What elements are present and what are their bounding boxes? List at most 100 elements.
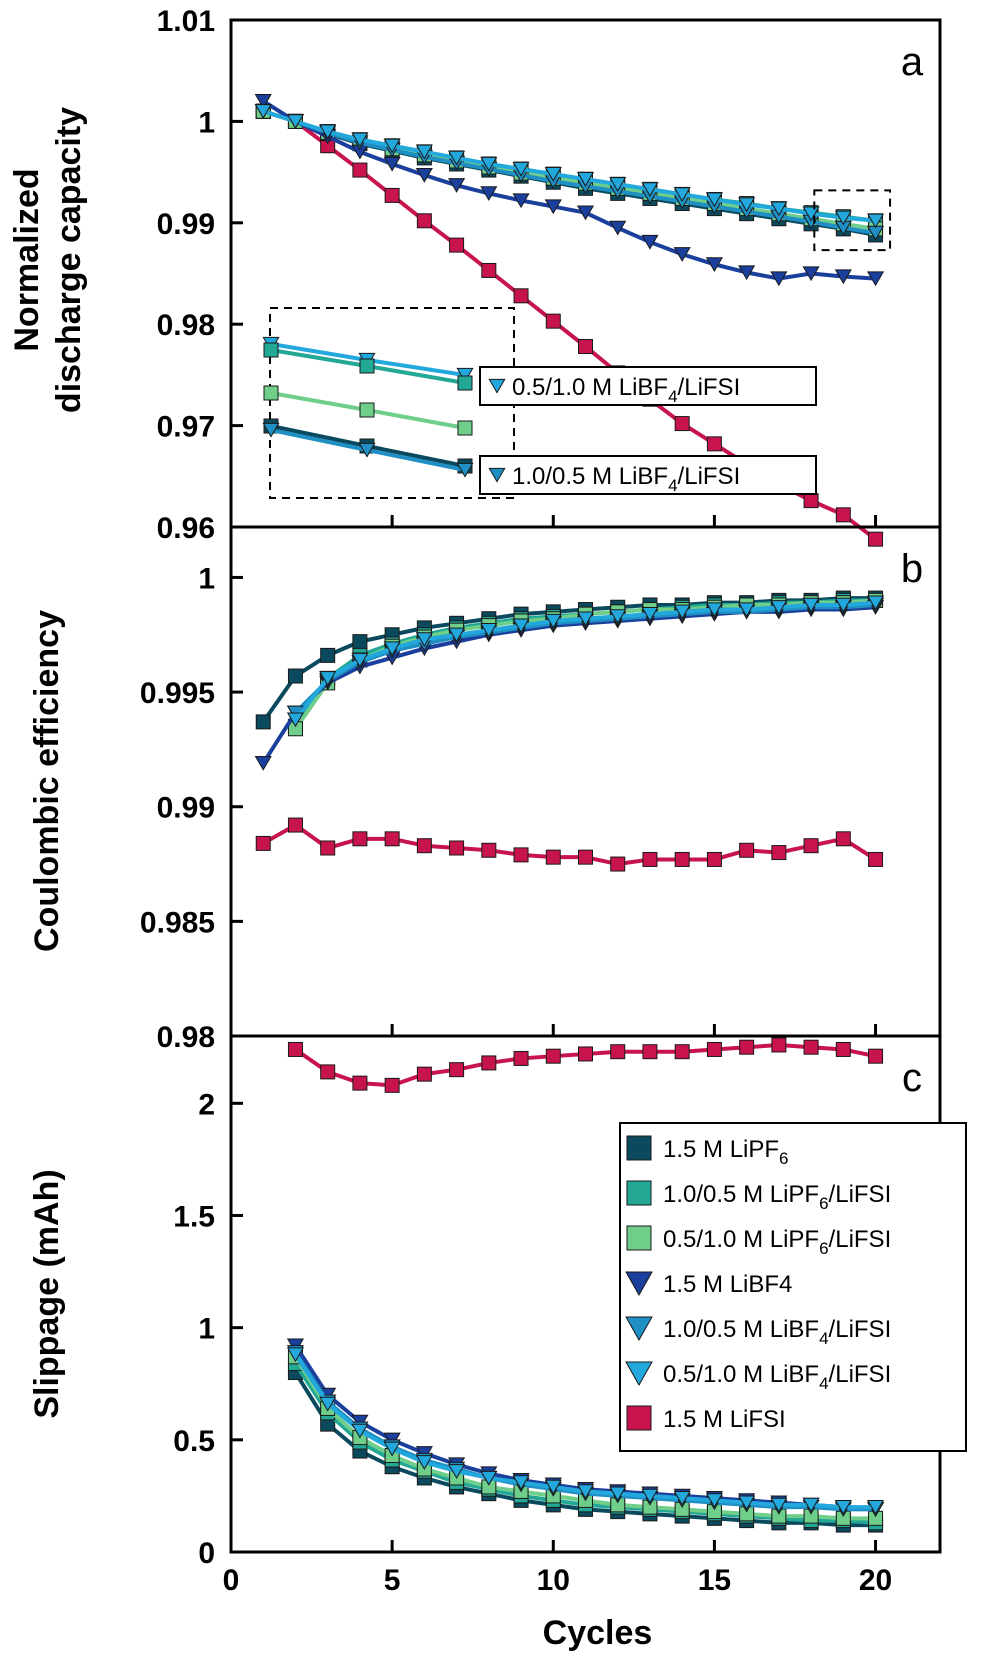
data-point-2-5-8 [544,1479,562,1495]
data-point-2-6-0 [287,1041,303,1057]
panel-letter-b: b [901,547,923,591]
inset-point-0-2 [456,367,474,383]
legend-item-6: 1.5 M LiFSI [626,1405,786,1433]
zoom-region-box [813,189,892,252]
y-tick-label-a: 0.98 [157,309,215,342]
data-point-0-5-12 [641,182,659,197]
y-axis-title-a-line2: discharge capacity [50,107,88,413]
callout-box-1 [479,455,817,495]
inset-point-1-1 [359,358,375,374]
data-point-0-6-4 [384,187,400,203]
y-tick-label-a: 0.97 [157,411,215,444]
x-tick-label: 0 [223,1564,240,1597]
data-point-2-5-2 [351,1423,369,1439]
series-line-0-5 [262,109,876,223]
data-point-1-5-4 [415,632,433,647]
data-point-0-6-9 [545,313,561,329]
data-point-1-6-6 [449,840,465,856]
data-point-0-3-16 [770,271,788,287]
data-point-1-6-19 [868,851,884,867]
data-point-1-5-13 [705,602,723,618]
data-point-1-5-8 [544,613,562,629]
data-point-1-5-11 [641,606,659,622]
data-point-0-3-9 [544,199,562,215]
data-point-2-5-15 [770,1497,788,1513]
inset-point-1-0 [263,342,279,358]
data-point-0-3-5 [415,167,433,183]
legend-label-6: 1.5 M LiFSI [663,1406,786,1433]
x-tick-label: 10 [537,1564,570,1597]
data-point-1-5-5 [448,627,466,643]
y-tick-label-c: 1.5 [173,1200,215,1233]
data-point-2-6-9 [578,1046,593,1062]
data-point-0-5-4 [383,138,401,154]
data-point-0-3-11 [609,220,627,236]
data-point-0-5-10 [576,172,595,187]
data-point-0-5-14 [705,192,723,208]
callout-box-0 [479,366,817,406]
data-point-2-6-15 [771,1037,787,1053]
data-point-0-5-1 [286,114,305,130]
series-line-0-4 [262,109,876,235]
data-point-2-5-4 [415,1455,433,1470]
y-tick-label-b: 0.98 [157,1021,215,1054]
legend-label-3: 1.5 M LiBF4 [663,1271,792,1298]
data-point-1-6-7 [481,842,497,858]
data-point-1-5-18 [866,595,885,611]
data-point-0-6-3 [352,162,368,178]
data-point-1-6-1 [287,817,303,833]
data-point-1-6-18 [835,831,851,847]
series-line-0-3 [262,99,876,281]
data-point-0-5-0 [254,104,272,119]
legend-label-0: 1.5 M LiPF6 [663,1136,789,1168]
data-point-0-5-19 [866,213,885,229]
data-point-2-5-12 [673,1491,691,1506]
y-tick-label-b: 1 [198,562,215,595]
legend-label-2: 0.5/1.0 M LiPF6/LiFSI [663,1226,891,1258]
data-point-2-5-14 [738,1495,756,1511]
legend-label-4: 1.0/0.5 M LiBF4/LiFSI [663,1316,891,1348]
y-tick-label-c: 0.5 [173,1425,215,1458]
data-point-1-6-12 [642,851,658,867]
y-tick-label-a: 1.01 [157,5,215,38]
data-point-2-5-10 [609,1486,627,1502]
legend-item-1: 1.0/0.5 M LiPF6/LiFSI [626,1180,891,1213]
legend-item-5: 0.5/1.0 M LiBF4/LiFSI [625,1361,891,1393]
data-point-1-5-6 [480,623,498,638]
legend-swatch-6 [626,1405,652,1431]
data-point-1-0-2 [320,647,336,663]
y-tick-label-b: 0.995 [140,677,215,710]
callout-marker-0 [488,378,506,394]
data-point-0-5-8 [512,161,530,177]
data-point-1-3-0 [254,756,272,771]
y-axis-title-a-line1: Normalized [8,168,46,351]
y-axis-title-b: Coulombic efficiency [28,610,66,952]
data-point-1-5-17 [834,597,852,613]
data-point-2-5-9 [576,1484,595,1500]
data-point-0-5-15 [738,197,756,213]
data-point-0-6-5 [416,213,432,229]
inset-point-4-0 [262,422,280,438]
data-point-0-5-7 [480,156,498,172]
data-point-0-3-6 [448,178,466,193]
callout-label-0: 0.5/1.0 M LiBF4/LiFSI [512,374,740,406]
data-point-1-6-0 [255,835,271,851]
x-tick-label: 20 [859,1564,892,1597]
data-point-1-6-9 [545,849,561,865]
data-point-1-6-14 [706,851,722,867]
data-point-0-5-13 [673,187,691,203]
data-point-0-3-0 [254,93,272,109]
data-point-1-6-4 [384,831,400,847]
data-point-0-5-17 [802,206,820,222]
panel-c: 2 1.5 1 0.5 0 c [173,1034,942,1570]
data-point-1-5-2 [351,652,369,668]
panel-b: 1 0.995 0.99 0.985 0.98 b [140,525,942,1054]
legend-swatch-3 [625,1271,653,1297]
data-point-0-6-6 [449,237,465,253]
data-point-2-6-3 [384,1077,400,1093]
data-point-2-6-11 [642,1044,658,1060]
data-point-2-5-6 [480,1470,498,1486]
inset-point-1-2 [457,375,473,391]
data-point-0-6-14 [706,436,722,452]
data-point-1-6-17 [803,838,819,854]
